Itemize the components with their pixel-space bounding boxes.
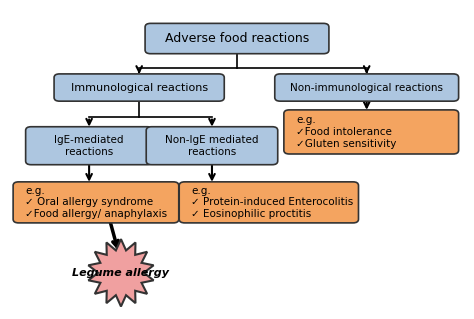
FancyBboxPatch shape xyxy=(146,127,278,165)
Text: Legume allergy: Legume allergy xyxy=(73,268,170,278)
FancyBboxPatch shape xyxy=(54,74,224,101)
Text: Adverse food reactions: Adverse food reactions xyxy=(165,32,309,45)
Text: Non-immunological reactions: Non-immunological reactions xyxy=(290,83,443,93)
Text: e.g.
✓ Oral allergy syndrome
✓Food allergy/ anaphylaxis: e.g. ✓ Oral allergy syndrome ✓Food aller… xyxy=(26,186,167,219)
Polygon shape xyxy=(88,239,154,307)
FancyBboxPatch shape xyxy=(13,182,179,223)
Text: e.g.
✓Food intolerance
✓Gluten sensitivity: e.g. ✓Food intolerance ✓Gluten sensitivi… xyxy=(296,115,397,149)
Text: Immunological reactions: Immunological reactions xyxy=(71,83,208,93)
Text: Non-IgE mediated
reactions: Non-IgE mediated reactions xyxy=(165,135,259,157)
FancyBboxPatch shape xyxy=(145,23,329,54)
FancyBboxPatch shape xyxy=(284,110,459,154)
FancyBboxPatch shape xyxy=(275,74,459,101)
Text: e.g.
✓ Protein-induced Enterocolitis
✓ Eosinophilic proctitis: e.g. ✓ Protein-induced Enterocolitis ✓ E… xyxy=(191,186,354,219)
FancyBboxPatch shape xyxy=(26,127,153,165)
Text: IgE-mediated
reactions: IgE-mediated reactions xyxy=(55,135,124,157)
FancyBboxPatch shape xyxy=(179,182,358,223)
